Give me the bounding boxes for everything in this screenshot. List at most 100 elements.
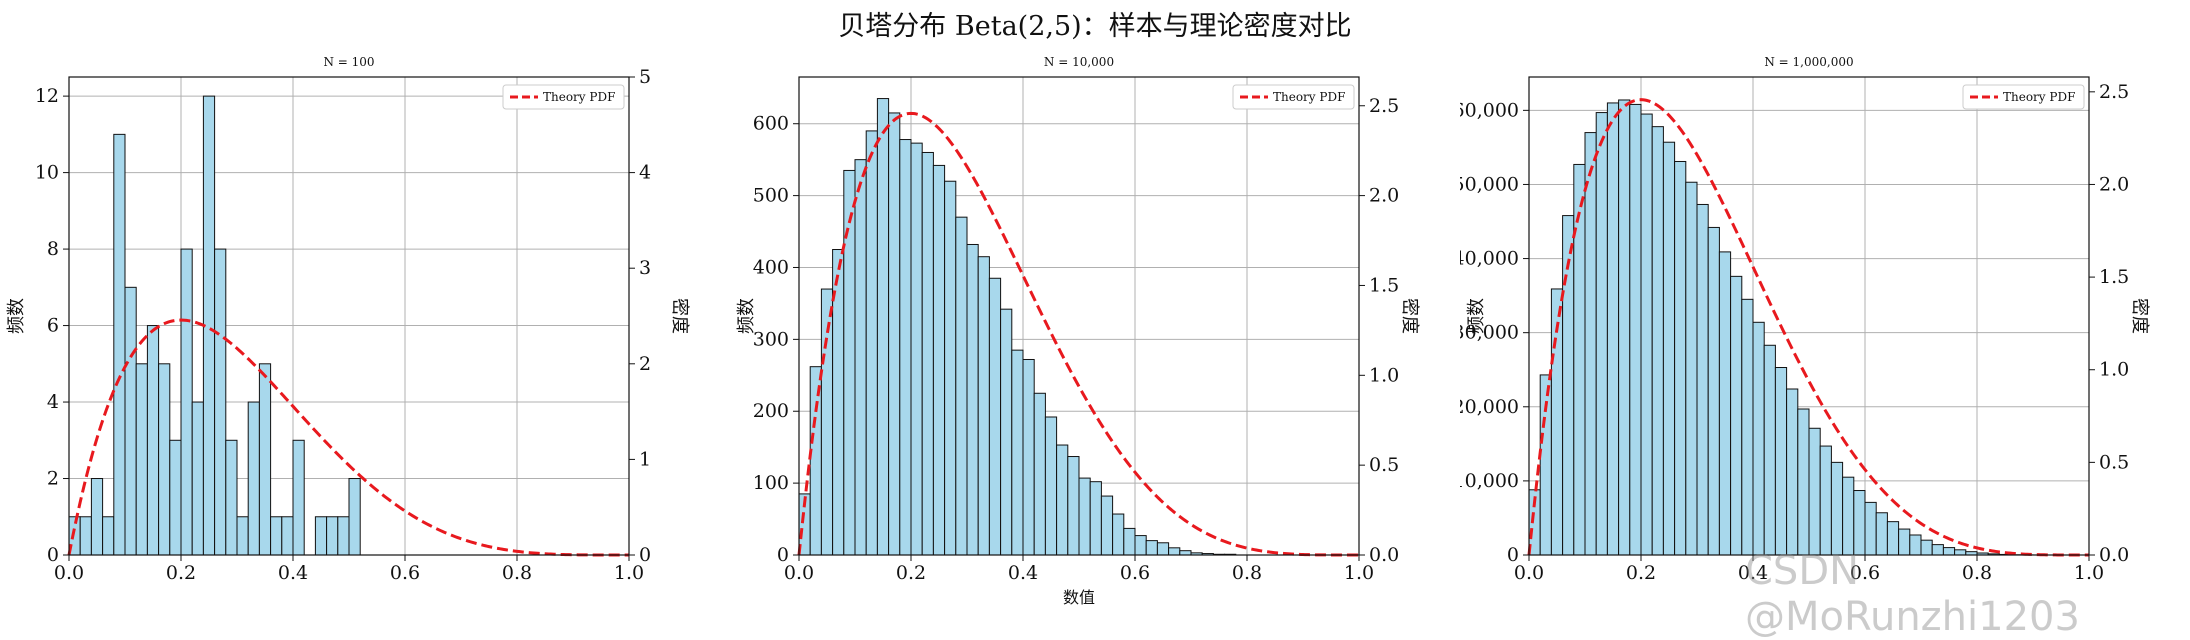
x-tick-label: 0.6: [390, 562, 420, 584]
y-right-tick-label: 5: [639, 66, 651, 88]
y-right-tick-label: 2.5: [2099, 81, 2129, 103]
histogram-bar: [1764, 345, 1775, 555]
histogram-bar: [91, 479, 102, 555]
histogram-bar: [1607, 103, 1618, 555]
y-right-tick-label: 1.0: [1369, 364, 1399, 386]
histogram-bar: [125, 287, 136, 555]
histogram-bar: [282, 517, 293, 555]
histogram-bar: [1719, 252, 1730, 555]
histogram-bar: [192, 402, 203, 555]
y-tick-label: 200: [753, 400, 789, 422]
histogram-bar: [1012, 350, 1023, 555]
histogram-bar: [1068, 457, 1079, 555]
x-tick-label: 0.8: [502, 562, 532, 584]
histogram-bar: [1574, 164, 1585, 555]
histogram-bar: [933, 165, 944, 555]
histogram-bar: [215, 249, 226, 555]
histogram-bar: [315, 517, 326, 555]
y-right-axis-label: 密度: [1399, 298, 1420, 334]
x-tick-label: 0.6: [1120, 562, 1150, 584]
histogram-bar: [103, 517, 114, 555]
y-right-tick-label: 2: [639, 353, 651, 375]
y-right-tick-label: 4: [639, 162, 651, 184]
histogram-bar: [1854, 491, 1865, 555]
histogram-bar: [1001, 309, 1012, 555]
histogram-bar: [967, 244, 978, 555]
histogram-bar: [349, 479, 360, 555]
x-tick-label: 0.4: [278, 562, 308, 584]
y-tick-label: 0: [1507, 544, 1519, 566]
y-tick-label: 0: [777, 544, 789, 566]
y-tick-label: 400: [753, 256, 789, 278]
y-tick-label: 10: [35, 162, 59, 184]
y-tick-label: 20,000: [1460, 396, 1519, 418]
y-tick-label: 100: [753, 472, 789, 494]
histogram-bar: [1697, 204, 1708, 555]
histogram-bar: [877, 99, 888, 555]
y-axis-label: 频数: [6, 298, 27, 334]
histogram-bar: [889, 113, 900, 555]
histogram-bar: [1180, 551, 1191, 555]
histogram-bar: [1169, 548, 1180, 555]
histogram-bar: [170, 440, 181, 555]
histogram-bar: [1090, 482, 1101, 555]
histogram-bar: [1708, 227, 1719, 555]
histogram-bar: [1809, 428, 1820, 555]
y-right-tick-label: 2.0: [2099, 173, 2129, 195]
histogram-bar: [80, 517, 91, 555]
histogram-bar: [1742, 299, 1753, 555]
histogram-bar: [978, 257, 989, 555]
x-tick-label: 0.2: [1626, 562, 1656, 584]
histogram-bar: [1135, 536, 1146, 555]
y-tick-label: 6: [47, 315, 59, 337]
histogram-bar: [1057, 445, 1068, 555]
y-tick-label: 8: [47, 238, 59, 260]
y-right-tick-label: 3: [639, 257, 651, 279]
histogram-bar: [327, 517, 338, 555]
histogram-bar: [1775, 368, 1786, 555]
subplot-title: N = 10,000: [1044, 55, 1114, 69]
y-right-tick-label: 0.0: [1369, 544, 1399, 566]
histogram-bar: [1596, 113, 1607, 555]
legend: Theory PDF: [1963, 85, 2084, 109]
y-tick-label: 40,000: [1460, 248, 1519, 270]
histogram-bar: [248, 402, 259, 555]
histogram-bar: [1753, 322, 1764, 555]
subplot-title: N = 1,000,000: [1764, 55, 1853, 69]
x-tick-label: 0.4: [1008, 562, 1038, 584]
x-tick-label: 0.2: [896, 562, 926, 584]
histogram-bar: [338, 517, 349, 555]
y-tick-label: 500: [753, 185, 789, 207]
y-right-tick-label: 2.5: [1369, 95, 1399, 117]
legend-label: Theory PDF: [2003, 90, 2075, 104]
histogram-bar: [1675, 161, 1686, 555]
subplot-n10000: N = 10,000 0.0 0.2 0.4 0.6 0.8 1.0 0 100 200 300 40…: [730, 50, 1460, 610]
histogram-bar: [922, 152, 933, 555]
histogram-bar: [1619, 100, 1630, 555]
y-right-tick-label: 1.0: [2099, 359, 2129, 381]
histogram-bar: [989, 278, 1000, 555]
y-tick-label: 50,000: [1460, 173, 1519, 195]
y-right-tick-label: 2.0: [1369, 185, 1399, 207]
x-axis-label: 数值: [1063, 588, 1095, 607]
histogram-bar: [1023, 359, 1034, 555]
y-tick-label: 60,000: [1460, 99, 1519, 121]
y-tick-label: 300: [753, 328, 789, 350]
x-tick-label: 0.8: [1232, 562, 1262, 584]
figure-title: 贝塔分布 Beta(2,5)：样本与理论密度对比: [0, 4, 2190, 43]
histogram-bar: [900, 140, 911, 555]
histogram-bar: [810, 367, 821, 555]
y-right-tick-label: 1.5: [2099, 266, 2129, 288]
histogram-bar: [911, 143, 922, 555]
histogram-bar: [159, 364, 170, 555]
y-tick-label: 10,000: [1460, 470, 1519, 492]
histogram-bar: [1157, 543, 1168, 555]
histogram-bars: [1529, 100, 2055, 555]
y-tick-label: 0: [47, 544, 59, 566]
x-tick-label: 0.2: [166, 562, 196, 584]
histogram-bar: [1798, 409, 1809, 555]
histogram-bar: [271, 517, 282, 555]
histogram-bar: [147, 326, 158, 555]
legend-label: Theory PDF: [543, 90, 615, 104]
